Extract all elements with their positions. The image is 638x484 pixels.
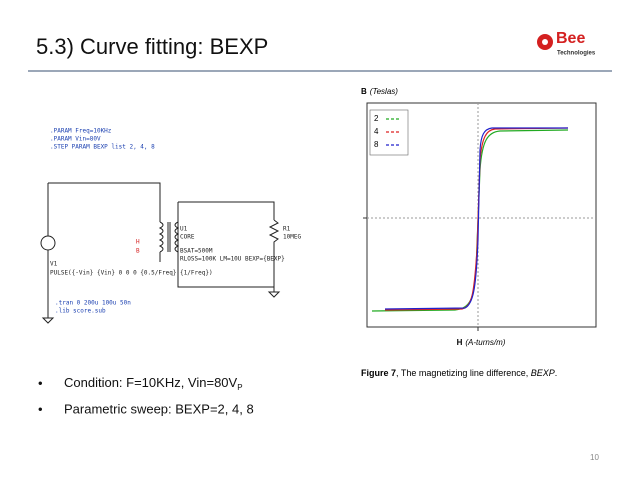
v1-source: PULSE({-Vin} {Vin} 0 0 0 {0.5/Freq} {1/F… xyxy=(50,270,213,277)
y-unit: (Teslas) xyxy=(370,87,398,96)
legend-label: 2 xyxy=(374,114,379,123)
bullets: • Condition: F=10KHz, Vin=80VP • Paramet… xyxy=(38,375,254,416)
caption-end: . xyxy=(555,368,558,378)
pin-label: H xyxy=(136,239,140,246)
page-number: 10 xyxy=(590,453,599,462)
u1-param: RLOSS=100K LM=10U BEXP={BEXP} xyxy=(180,256,285,263)
wire xyxy=(174,201,275,288)
tick-mark xyxy=(363,217,479,331)
curve xyxy=(384,127,568,310)
x-symbol: H xyxy=(457,338,463,347)
caption-text: , The magnetizing line difference, xyxy=(396,368,531,378)
pin-label: B xyxy=(136,248,140,255)
plot-frame xyxy=(366,102,597,328)
u1-param: BSAT=500M xyxy=(180,248,213,255)
bullet: Condition: F=10KHz, Vin=80VP xyxy=(64,375,243,392)
bullet-dot: • xyxy=(38,375,43,390)
caption-label: Figure 7 xyxy=(361,368,396,378)
legend-label: 8 xyxy=(374,140,379,149)
analysis: .tran 0 200u 100u 50n xyxy=(55,300,131,307)
ground xyxy=(41,291,281,324)
u1-name: U1 xyxy=(180,226,188,233)
wire xyxy=(47,182,161,318)
y-label: B (Teslas) xyxy=(361,87,398,96)
x-unit: (A-turns/m) xyxy=(465,338,505,347)
analysis: .lib score.sub xyxy=(55,308,106,315)
logo-tagline: Technologies xyxy=(557,51,596,57)
y-symbol: B xyxy=(361,87,367,96)
curve xyxy=(371,129,569,312)
v1-name: V1 xyxy=(50,261,58,268)
r1-name: R1 xyxy=(283,226,291,233)
u1-model: CORE xyxy=(180,234,195,241)
directive: .STEP PARAM BEXP list 2, 4, 8 xyxy=(50,144,155,151)
caption: Figure 7, The magnetizing line differenc… xyxy=(361,368,557,378)
resistor xyxy=(268,219,280,292)
logo-name: Bee xyxy=(556,30,585,47)
bullet-text: Condition: F=10KHz, Vin=80V xyxy=(64,375,238,390)
slide-title: 5.3) Curve fitting: BEXP xyxy=(36,34,268,59)
logo: Bee Technologies xyxy=(537,30,596,57)
winding xyxy=(158,221,164,262)
r1-value: 10MEG xyxy=(283,234,301,241)
schematic: .PARAM Freq=10KHz .PARAM Vin=80V .STEP P… xyxy=(40,128,301,324)
x-label: H (A-turns/m) xyxy=(457,338,506,347)
source-symbol xyxy=(40,235,56,251)
bullet-subscript: P xyxy=(237,383,242,392)
directive: .PARAM Vin=80V xyxy=(50,136,101,143)
caption-emphasis: BEXP xyxy=(531,368,555,378)
legend-label: 4 xyxy=(374,127,379,136)
directive: .PARAM Freq=10KHz xyxy=(50,128,112,135)
core xyxy=(167,222,171,252)
curve xyxy=(384,127,569,311)
bullet-text: Parametric sweep: BEXP=2, 4, 8 xyxy=(64,401,254,416)
figure: B (Teslas) 2 4 8 H (A-turns/m) Figure 7, The… xyxy=(361,87,597,378)
legend: 2 4 8 xyxy=(374,114,401,149)
bullet-dot: • xyxy=(38,401,43,416)
